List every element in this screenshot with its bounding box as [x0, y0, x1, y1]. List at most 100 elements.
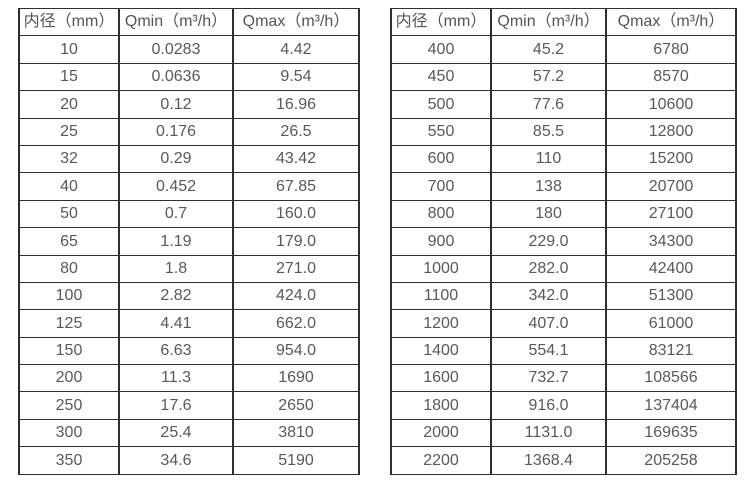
table-cell: 34300	[605, 227, 737, 256]
table-cell: 700	[390, 172, 492, 201]
table-row: 700 138 20700	[390, 172, 737, 201]
table-cell: 26.5	[232, 117, 360, 146]
table-cell: 10	[18, 35, 120, 64]
table-cell: 0.176	[118, 117, 234, 146]
table-cell: 65	[18, 227, 120, 256]
table-cell: 61000	[605, 309, 737, 338]
table-cell: 200	[18, 364, 120, 393]
table-cell: 67.85	[232, 172, 360, 201]
table-cell: 15	[18, 62, 120, 92]
table-row: 1200 407.0 61000	[390, 309, 737, 338]
table-row: 80 1.8 271.0	[18, 254, 360, 283]
table-cell: 125	[18, 309, 120, 338]
flow-table-small-diameters: 内径（mm） Qmin（m³/h） Qmax（m³/h） 10 0.0283 4.42 1…	[18, 7, 360, 475]
column-header: Qmax（m³/h）	[232, 7, 360, 37]
table-row: 20 0.12 16.96	[18, 90, 360, 119]
header-row: 内径（mm） Qmin（m³/h） Qmax（m³/h）	[390, 7, 737, 37]
table-row: 450 57.2 8570	[390, 62, 737, 92]
table-cell: 500	[390, 90, 492, 119]
table-cell: 40	[18, 172, 120, 201]
table-cell: 42400	[605, 254, 737, 283]
table-cell: 916.0	[490, 391, 607, 420]
table-cell: 662.0	[232, 309, 360, 338]
table-cell: 80	[18, 254, 120, 283]
table-cell: 229.0	[490, 227, 607, 256]
table-body: 400 45.2 6780 450 57.2 8570 500 77.6 10600 550 85.…	[390, 35, 737, 475]
table-row: 50 0.7 160.0	[18, 199, 360, 229]
table-cell: 450	[390, 62, 492, 92]
table-cell: 1000	[390, 254, 492, 283]
table-cell: 407.0	[490, 309, 607, 338]
table-cell: 50	[18, 199, 120, 229]
table-cell: 1368.4	[490, 446, 607, 475]
table-row: 400 45.2 6780	[390, 35, 737, 64]
table-cell: 4.42	[232, 35, 360, 64]
table-cell: 0.452	[118, 172, 234, 201]
table-row: 25 0.176 26.5	[18, 117, 360, 146]
table-cell: 179.0	[232, 227, 360, 256]
table-cell: 424.0	[232, 281, 360, 311]
table-cell: 1.19	[118, 227, 234, 256]
table-cell: 85.5	[490, 117, 607, 146]
table-cell: 3810	[232, 418, 360, 448]
table-row: 250 17.6 2650	[18, 391, 360, 420]
table-row: 65 1.19 179.0	[18, 227, 360, 256]
table-cell: 2650	[232, 391, 360, 420]
table-row: 40 0.452 67.85	[18, 172, 360, 201]
table-cell: 150	[18, 336, 120, 366]
table-row: 350 34.6 5190	[18, 446, 360, 475]
header-row: 内径（mm） Qmin（m³/h） Qmax（m³/h）	[18, 7, 360, 37]
table-cell: 6780	[605, 35, 737, 64]
table-cell: 9.54	[232, 62, 360, 92]
table-cell: 271.0	[232, 254, 360, 283]
table-cell: 83121	[605, 336, 737, 366]
table-cell: 180	[490, 199, 607, 229]
table-cell: 5190	[232, 446, 360, 475]
table-cell: 20700	[605, 172, 737, 201]
table-row: 150 6.63 954.0	[18, 336, 360, 366]
flow-table-large-diameters: 内径（mm） Qmin（m³/h） Qmax（m³/h） 400 45.2 6780 45…	[390, 7, 737, 475]
table-cell: 27100	[605, 199, 737, 229]
table-cell: 20	[18, 90, 120, 119]
table-cell: 1200	[390, 309, 492, 338]
table-cell: 1.8	[118, 254, 234, 283]
table-cell: 2000	[390, 418, 492, 448]
table-cell: 108566	[605, 364, 737, 393]
table-row: 1100 342.0 51300	[390, 281, 737, 311]
table-cell: 400	[390, 35, 492, 64]
table-row: 600 110 15200	[390, 144, 737, 174]
table-cell: 110	[490, 144, 607, 174]
table-row: 15 0.0636 9.54	[18, 62, 360, 92]
table-row: 800 180 27100	[390, 199, 737, 229]
table-cell: 25	[18, 117, 120, 146]
table-cell: 16.96	[232, 90, 360, 119]
table-cell: 137404	[605, 391, 737, 420]
table-cell: 34.6	[118, 446, 234, 475]
table-cell: 350	[18, 446, 120, 475]
table-cell: 15200	[605, 144, 737, 174]
table-cell: 169635	[605, 418, 737, 448]
table-row: 500 77.6 10600	[390, 90, 737, 119]
table-cell: 51300	[605, 281, 737, 311]
table-cell: 2200	[390, 446, 492, 475]
table-cell: 954.0	[232, 336, 360, 366]
table-row: 1000 282.0 42400	[390, 254, 737, 283]
table-cell: 800	[390, 199, 492, 229]
table-cell: 1800	[390, 391, 492, 420]
table-cell: 17.6	[118, 391, 234, 420]
table-cell: 554.1	[490, 336, 607, 366]
table-cell: 600	[390, 144, 492, 174]
table-header: 内径（mm） Qmin（m³/h） Qmax（m³/h）	[18, 7, 360, 37]
table-row: 2200 1368.4 205258	[390, 446, 737, 475]
table-cell: 8570	[605, 62, 737, 92]
table-row: 32 0.29 43.42	[18, 144, 360, 174]
table-cell: 2.82	[118, 281, 234, 311]
table-cell: 1690	[232, 364, 360, 393]
table-cell: 1600	[390, 364, 492, 393]
table-row: 10 0.0283 4.42	[18, 35, 360, 64]
table-cell: 45.2	[490, 35, 607, 64]
table-row: 200 11.3 1690	[18, 364, 360, 393]
table-cell: 1131.0	[490, 418, 607, 448]
table-cell: 10600	[605, 90, 737, 119]
